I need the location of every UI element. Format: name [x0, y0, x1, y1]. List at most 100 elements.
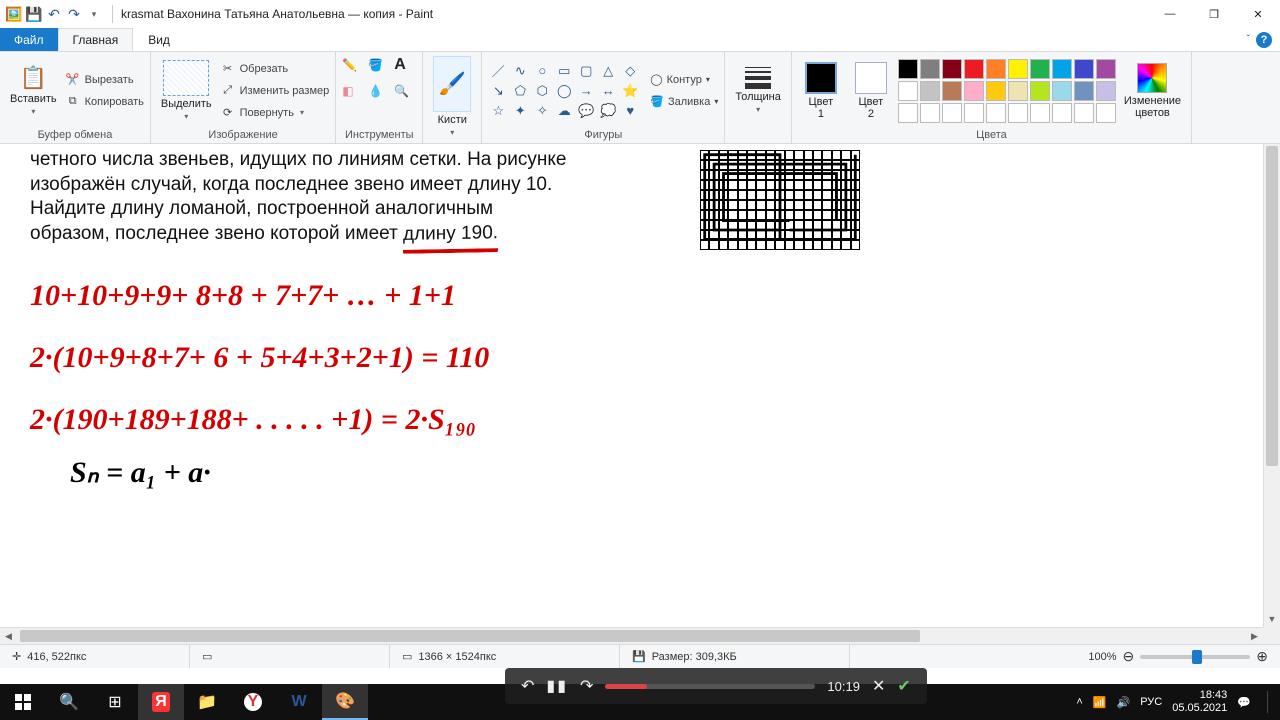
media-check-icon[interactable]: ✔ [897, 676, 910, 696]
zoom-out-button[interactable]: ⊖ [1123, 648, 1135, 665]
edit-colors-button[interactable]: Изменение цветов [1120, 61, 1185, 121]
fill-tool[interactable]: 🪣 [368, 58, 390, 72]
save-icon[interactable]: 💾 [26, 6, 42, 22]
select-button[interactable]: Выделить ▾ [157, 58, 216, 123]
palette-color[interactable] [1052, 59, 1072, 79]
palette-color[interactable] [1030, 103, 1050, 123]
stroke-width-button[interactable]: Толщина ▾ [731, 65, 785, 116]
media-progress[interactable] [605, 684, 815, 689]
tray-network-icon[interactable]: 📶 [1093, 696, 1107, 709]
palette-color[interactable] [986, 81, 1006, 101]
qat-dropdown-icon[interactable]: ▾ [86, 6, 102, 22]
minimize-button[interactable]: — [1148, 0, 1192, 28]
media-close-icon[interactable]: ✕ [872, 676, 885, 696]
window-title: krasmat Вахонина Татьяна Анатольевна — к… [121, 7, 433, 21]
palette-color[interactable] [1096, 81, 1116, 101]
tray-language[interactable]: РУС [1140, 696, 1162, 708]
close-button[interactable]: ✕ [1236, 0, 1280, 28]
tray-notifications-icon[interactable]: 💬 [1237, 696, 1251, 709]
shape-outline-button[interactable]: ◯Контур▾ [650, 70, 718, 90]
media-pause-icon[interactable]: ▮▮ [546, 676, 568, 696]
palette-color[interactable] [1052, 81, 1072, 101]
copy-button[interactable]: ⧉Копировать [65, 92, 144, 112]
palette-color[interactable] [964, 81, 984, 101]
tray-clock[interactable]: 18:43 05.05.2021 [1172, 689, 1227, 714]
taskbar-explorer-icon[interactable]: 📁 [184, 684, 230, 720]
scroll-down-icon[interactable]: ▼ [1264, 610, 1280, 627]
zoom-slider[interactable] [1140, 655, 1250, 659]
palette-color[interactable] [942, 59, 962, 79]
tab-home[interactable]: Главная [58, 28, 134, 51]
start-button[interactable] [0, 684, 46, 720]
color-palette[interactable] [898, 59, 1116, 123]
paste-button[interactable]: 📋 Вставить ▾ [6, 63, 61, 118]
cut-button[interactable]: ✂️Вырезать [65, 70, 144, 90]
eraser-tool[interactable]: ◧ [342, 84, 364, 98]
palette-color[interactable] [1008, 59, 1028, 79]
palette-color[interactable] [920, 81, 940, 101]
palette-color[interactable] [1030, 81, 1050, 101]
taskbar-browser-icon[interactable]: Y [230, 684, 276, 720]
redo-icon[interactable]: ↷ [66, 6, 82, 22]
media-prev-icon[interactable]: ↶ [521, 676, 534, 696]
taskbar-word-icon[interactable]: W [276, 684, 322, 720]
tab-file[interactable]: Файл [0, 28, 58, 51]
palette-color[interactable] [1096, 103, 1116, 123]
palette-color[interactable] [986, 59, 1006, 79]
zoom-in-button[interactable]: ⊕ [1256, 648, 1268, 665]
scroll-h-thumb[interactable] [20, 630, 920, 642]
palette-color[interactable] [1074, 81, 1094, 101]
search-button[interactable]: 🔍 [46, 684, 92, 720]
brushes-button[interactable]: 🖌️ Кисти ▾ [429, 54, 475, 139]
palette-color[interactable] [920, 103, 940, 123]
palette-color[interactable] [942, 81, 962, 101]
taskbar-yandex-icon[interactable]: Я [138, 684, 184, 720]
shape-fill-button[interactable]: 🪣Заливка▾ [650, 92, 718, 112]
pencil-tool[interactable]: ✏️ [342, 58, 364, 72]
palette-color[interactable] [898, 59, 918, 79]
color2-button[interactable]: Цвет 2 [848, 60, 894, 122]
palette-color[interactable] [964, 59, 984, 79]
color1-button[interactable]: Цвет 1 [798, 60, 844, 122]
fill-icon: 🪣 [650, 95, 664, 108]
palette-color[interactable] [898, 103, 918, 123]
status-selection: ▭ [190, 645, 390, 668]
palette-color[interactable] [1008, 103, 1028, 123]
scroll-v-thumb[interactable] [1266, 146, 1278, 466]
tray-chevron-icon[interactable]: ˄ [1076, 696, 1082, 708]
canvas-area[interactable]: четного числа звеньев, идущих по линиям … [0, 144, 1280, 644]
undo-icon[interactable]: ↶ [46, 6, 62, 22]
palette-color[interactable] [1008, 81, 1028, 101]
taskbar-paint-icon[interactable]: 🎨 [322, 684, 368, 720]
zoom-tool[interactable]: 🔍 [394, 84, 416, 98]
palette-color[interactable] [1074, 59, 1094, 79]
palette-color[interactable] [1074, 103, 1094, 123]
crop-button[interactable]: ✂Обрезать [220, 59, 330, 79]
taskview-button[interactable]: ⊞ [92, 684, 138, 720]
palette-color[interactable] [1030, 59, 1050, 79]
palette-color[interactable] [898, 81, 918, 101]
handwriting-line4: Sₙ = a₁ + a· [70, 455, 1260, 490]
scroll-right-icon[interactable]: ▶ [1246, 628, 1263, 644]
horizontal-scrollbar[interactable]: ◀ ▶ [0, 627, 1263, 644]
vertical-scrollbar[interactable]: ▲ ▼ [1263, 144, 1280, 627]
palette-color[interactable] [1052, 103, 1072, 123]
palette-color[interactable] [964, 103, 984, 123]
help-icon[interactable]: ? [1256, 32, 1272, 48]
palette-color[interactable] [986, 103, 1006, 123]
shapes-gallery[interactable]: ／∿○▭▢△◇ ↘⬠⬡◯→↔⭐ ☆✦✧☁💬💭♥ [488, 62, 640, 120]
collapse-ribbon-icon[interactable]: ˇ [1247, 34, 1250, 45]
picker-tool[interactable]: 💧 [368, 84, 390, 98]
media-next-icon[interactable]: ↷ [580, 676, 593, 696]
color2-swatch [855, 62, 887, 94]
maximize-button[interactable]: ❐ [1192, 0, 1236, 28]
palette-color[interactable] [1096, 59, 1116, 79]
rotate-button[interactable]: ⟳Повернуть▾ [220, 103, 330, 123]
text-tool[interactable]: A [394, 56, 416, 74]
tray-volume-icon[interactable]: 🔊 [1117, 696, 1131, 709]
palette-color[interactable] [942, 103, 962, 123]
palette-color[interactable] [920, 59, 940, 79]
scroll-left-icon[interactable]: ◀ [0, 628, 17, 644]
tab-view[interactable]: Вид [133, 28, 185, 51]
resize-button[interactable]: ⤢Изменить размер [220, 81, 330, 101]
